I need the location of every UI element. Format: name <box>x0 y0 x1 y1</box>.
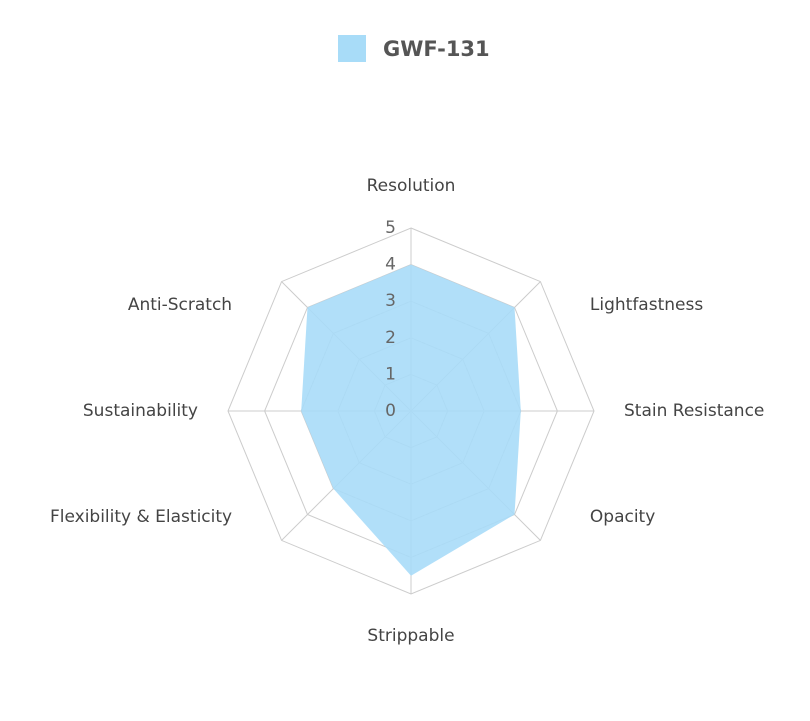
axis-label: Opacity <box>590 507 655 527</box>
axis-label: Strippable <box>367 626 454 646</box>
tick-label: 5 <box>385 218 396 238</box>
tick-label: 0 <box>385 401 396 421</box>
axis-label: Flexibility & Elasticity <box>50 507 232 527</box>
axis-label: Lightfastness <box>590 295 703 315</box>
axis-label: Stain Resistance <box>624 401 764 421</box>
tick-label: 4 <box>385 255 396 275</box>
axis-label: Resolution <box>367 176 456 196</box>
tick-label: 2 <box>385 328 396 348</box>
axis-label: Sustainability <box>83 401 198 421</box>
tick-label: 1 <box>385 364 396 384</box>
tick-label: 3 <box>385 291 396 311</box>
axis-label: Anti-Scratch <box>128 295 232 315</box>
series-area <box>301 264 521 576</box>
legend-swatch <box>338 35 366 62</box>
legend-label: GWF-131 <box>383 37 490 61</box>
